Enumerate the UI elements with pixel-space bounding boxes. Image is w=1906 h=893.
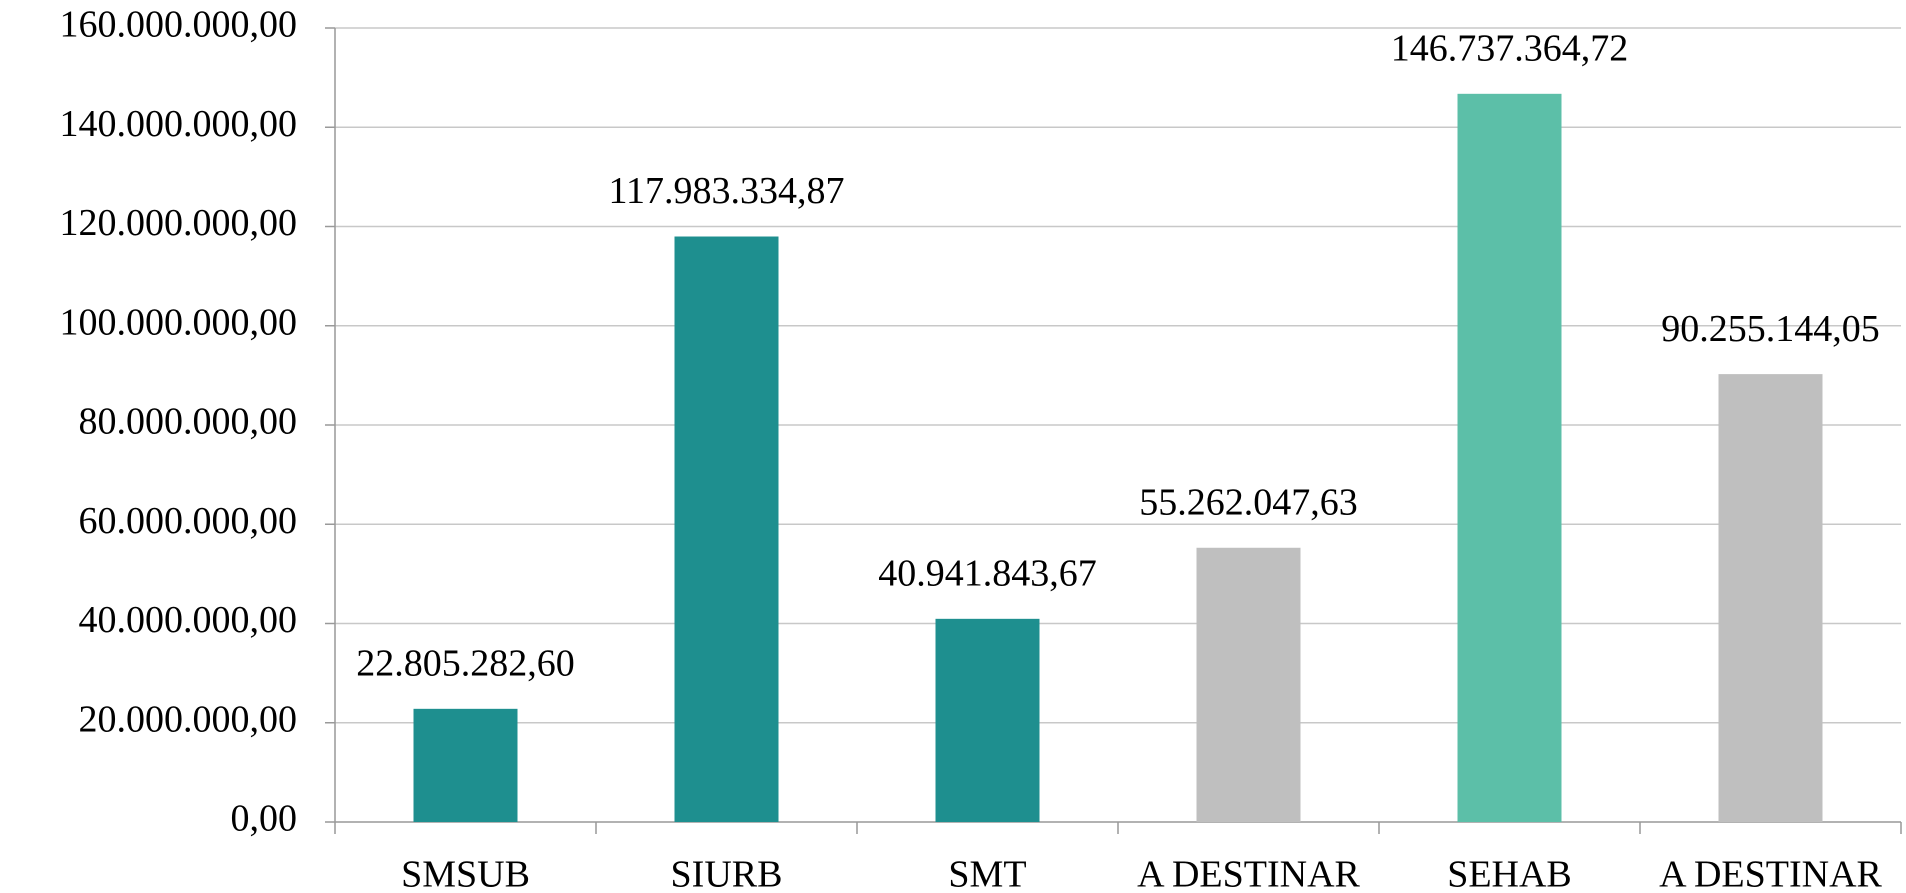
y-tick-label: 20.000.000,00 xyxy=(79,698,298,740)
y-tick-label: 80.000.000,00 xyxy=(79,401,298,443)
x-tick-label: SMT xyxy=(948,854,1026,893)
data-label: 40.941.843,67 xyxy=(878,553,1097,595)
x-tick-label: A DESTINAR xyxy=(1659,854,1882,893)
bar xyxy=(1718,374,1823,822)
x-tick-label: SEHAB xyxy=(1447,854,1572,893)
data-label: 146.737.364,72 xyxy=(1391,28,1629,70)
data-label: 22.805.282,60 xyxy=(356,643,575,685)
bar xyxy=(1457,93,1562,823)
y-tick-label: 100.000.000,00 xyxy=(60,301,298,343)
y-tick-label: 140.000.000,00 xyxy=(60,103,298,145)
data-label: 55.262.047,63 xyxy=(1139,481,1358,523)
y-tick-label: 0,00 xyxy=(231,798,298,840)
y-tick-label: 160.000.000,00 xyxy=(60,4,298,46)
y-tick-label: 120.000.000,00 xyxy=(60,202,298,244)
bar xyxy=(1196,547,1301,822)
data-label: 117.983.334,87 xyxy=(608,170,844,212)
x-tick-label: SMSUB xyxy=(401,854,530,893)
y-tick-label: 60.000.000,00 xyxy=(79,500,298,542)
x-tick-label: SIURB xyxy=(671,854,783,893)
data-label: 90.255.144,05 xyxy=(1661,308,1880,350)
bar xyxy=(413,708,518,822)
bar xyxy=(935,618,1040,822)
y-tick-label: 40.000.000,00 xyxy=(79,599,298,641)
x-tick-label: A DESTINAR xyxy=(1137,854,1360,893)
bar xyxy=(674,236,779,823)
